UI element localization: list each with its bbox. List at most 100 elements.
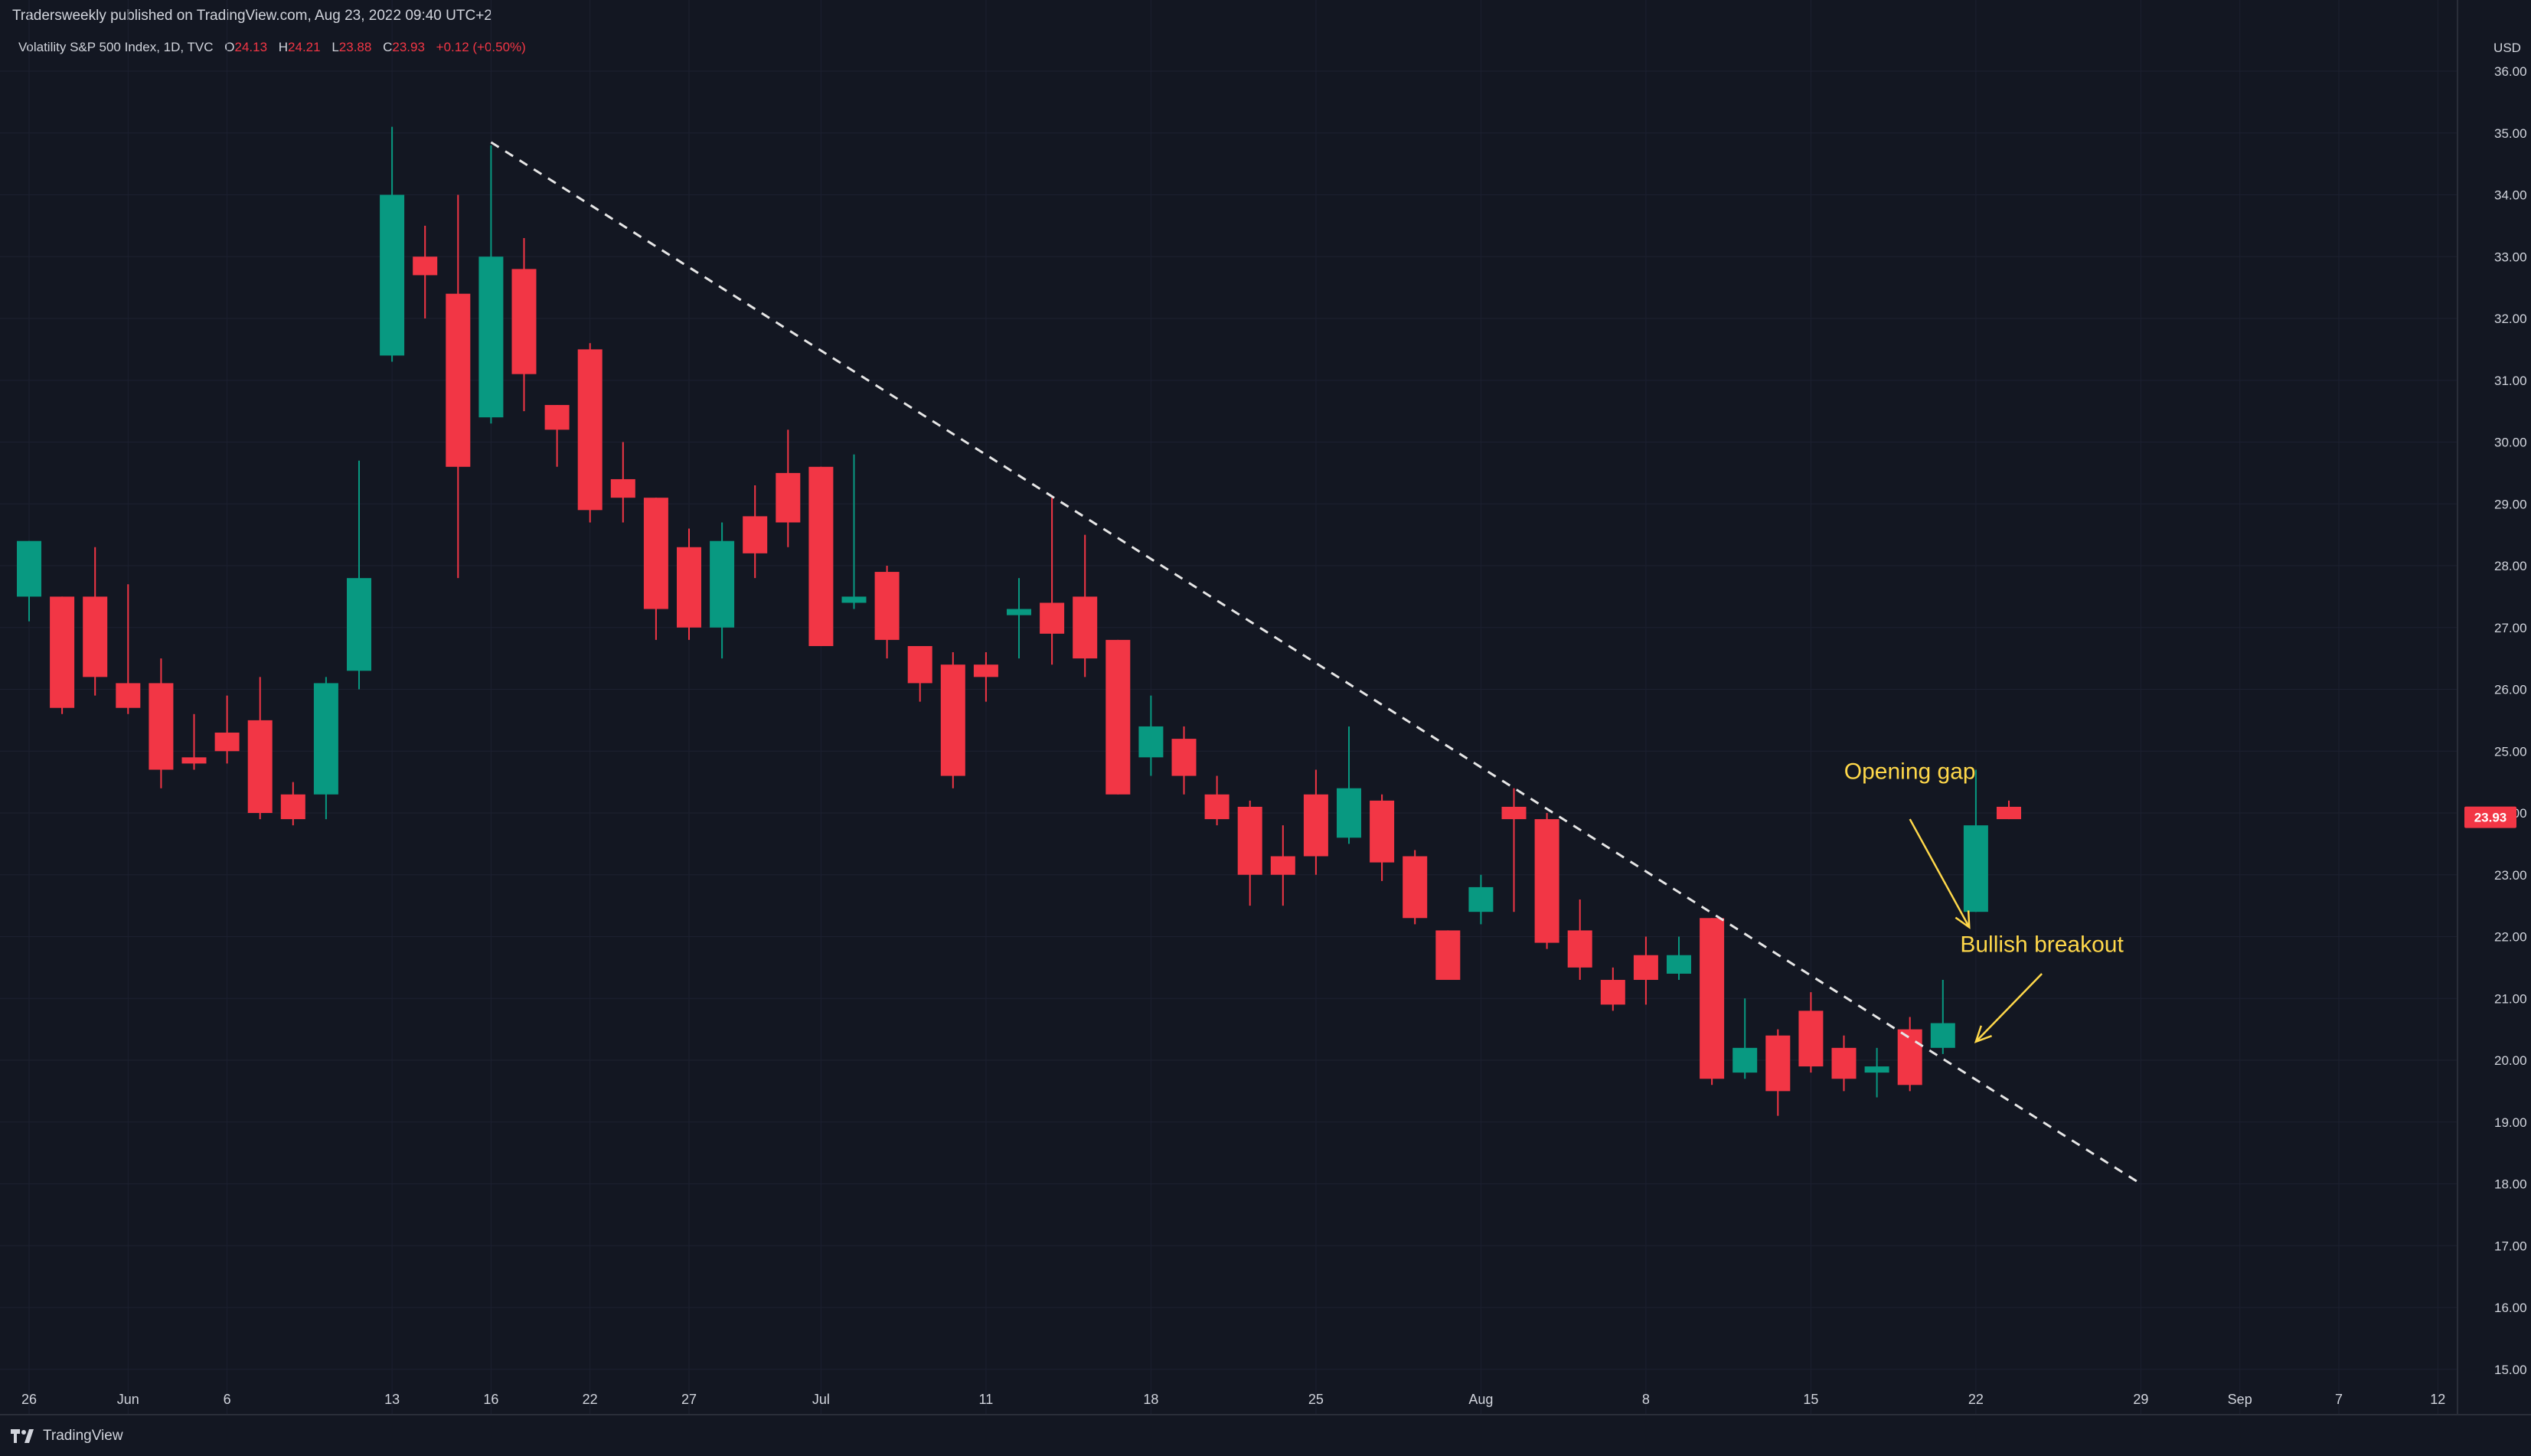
time-tick-label: Sep <box>2228 1392 2252 1407</box>
candle-body <box>1403 856 1428 919</box>
last-price-badge <box>2464 806 2516 828</box>
candle-body <box>1534 819 1559 943</box>
candle-body <box>577 349 603 511</box>
footer-brand[interactable]: TradingView <box>11 1425 123 1447</box>
price-tick-label: 27.00 <box>2494 621 2527 635</box>
candle-body <box>1040 602 1065 634</box>
price-tick-label: 21.00 <box>2494 991 2527 1006</box>
candle-body <box>413 256 438 276</box>
time-tick-label: 25 <box>1308 1392 1324 1407</box>
candle-body <box>1997 806 2021 820</box>
candle-body <box>1963 825 1988 912</box>
candle-body <box>1468 886 1494 912</box>
time-tick-label: 26 <box>21 1392 37 1407</box>
price-tick-label: 19.00 <box>2494 1115 2527 1130</box>
annotation-arrow-head <box>1955 910 1971 929</box>
price-tick-label: 28.00 <box>2494 559 2527 573</box>
price-tick-label: 36.00 <box>2494 64 2527 79</box>
candle-body <box>1435 930 1461 981</box>
price-tick-label: 34.00 <box>2494 188 2527 203</box>
time-tick-label: 7 <box>2335 1392 2343 1407</box>
candle-body <box>1633 955 1658 981</box>
candle-body <box>1567 930 1592 968</box>
candle-body <box>280 794 305 820</box>
candle-body <box>1138 726 1164 758</box>
candle-body <box>116 683 141 708</box>
price-tick-label: 20.00 <box>2494 1053 2527 1068</box>
candle-body <box>1204 794 1230 820</box>
annotation-arrow-head <box>1974 1025 1992 1043</box>
candle-body <box>1600 980 1625 1005</box>
candle-body <box>1930 1023 1955 1048</box>
candle-body <box>841 596 867 603</box>
time-tick-label: Jun <box>117 1392 139 1407</box>
annotation-arrow <box>1909 818 1971 928</box>
candle-body <box>1700 918 1725 1079</box>
price-tick-label: 35.00 <box>2494 126 2527 141</box>
price-tick-label: 18.00 <box>2494 1177 2527 1192</box>
candle-body <box>1667 955 1691 974</box>
candle-body <box>1237 806 1262 875</box>
candle-body <box>1897 1029 1922 1085</box>
price-tick-label: 32.00 <box>2494 312 2527 326</box>
candle-body <box>1765 1035 1791 1092</box>
candle-body <box>710 540 735 628</box>
candle-body <box>1270 856 1295 875</box>
time-tick-label: 6 <box>224 1392 231 1407</box>
time-tick-label: 16 <box>483 1392 498 1407</box>
candle-body <box>1864 1066 1889 1073</box>
annotation-opening-gap: Opening gap <box>1844 759 1976 785</box>
candle-body <box>83 596 108 677</box>
close-value: 23.93 <box>392 40 425 54</box>
symbol-name: Volatility S&P 500 Index, 1D, TVC <box>18 40 214 54</box>
open-value: 24.13 <box>234 40 268 54</box>
candle-body <box>776 472 801 523</box>
candle-body <box>1073 596 1098 659</box>
candle-body <box>1105 639 1131 795</box>
candle-body <box>446 293 471 467</box>
candle-body <box>1370 800 1395 863</box>
candle-body <box>874 572 900 640</box>
price-tick-label: 30.00 <box>2494 436 2527 450</box>
price-axis-currency: USD <box>2493 41 2521 55</box>
candle-body <box>247 720 273 813</box>
candle-body <box>1337 788 1361 838</box>
resistance-trendline <box>490 141 2142 1185</box>
candle-body <box>1798 1010 1824 1067</box>
price-tick-label: 26.00 <box>2494 683 2527 697</box>
time-tick-label: 12 <box>2430 1392 2445 1407</box>
candle-body <box>610 478 635 498</box>
candle-body <box>1303 794 1328 857</box>
last-price-label: 23.93 <box>2474 811 2507 825</box>
price-tick-label: 29.00 <box>2494 497 2527 511</box>
candle-body <box>17 540 41 597</box>
symbol-legend: Volatility S&P 500 Index, 1D, TVC O24.13… <box>18 40 526 55</box>
close-label: C <box>383 40 393 54</box>
candle-body <box>808 466 834 646</box>
time-tick-label: 22 <box>1968 1392 1984 1407</box>
price-tick-label: 33.00 <box>2494 250 2527 264</box>
price-tick-label: 31.00 <box>2494 374 2527 388</box>
candle-body <box>1733 1047 1758 1073</box>
price-tick-label: 15.00 <box>2494 1363 2527 1377</box>
candle-body <box>214 733 240 752</box>
candle-body <box>1501 806 1527 820</box>
low-value: 23.88 <box>338 40 372 54</box>
high-label: H <box>278 40 289 54</box>
candle-body <box>313 683 338 795</box>
candle-body <box>181 757 207 764</box>
time-tick-label: Aug <box>1468 1392 1493 1407</box>
publisher-info: Tradersweekly published on TradingView.c… <box>12 8 492 24</box>
candle-body <box>347 578 371 671</box>
candle-body <box>1171 739 1197 776</box>
candle-body <box>50 596 75 708</box>
candle-body <box>677 547 701 628</box>
candle-body <box>544 405 570 430</box>
annotation-bullish-breakout: Bullish breakout <box>1960 932 2124 958</box>
price-tick-label: 25.00 <box>2494 744 2527 759</box>
time-tick-label: 29 <box>2133 1392 2148 1407</box>
candle-body <box>743 516 768 553</box>
candle-body <box>511 269 537 374</box>
